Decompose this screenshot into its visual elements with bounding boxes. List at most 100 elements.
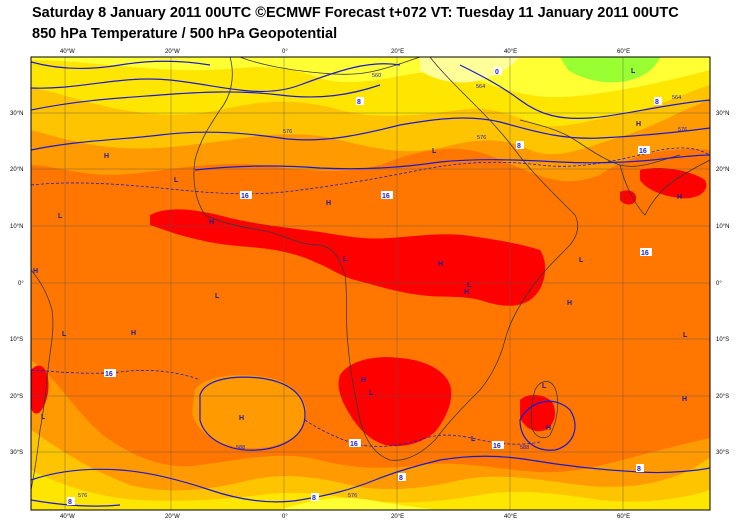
low-marker: L — [471, 436, 476, 443]
temp-label: 16 — [241, 193, 249, 200]
contour-570-south — [31, 499, 121, 507]
high-pressure-markers: H H H H H H H H H H H H H H — [33, 121, 687, 432]
temp-label: 8 — [312, 495, 316, 502]
south-america-coast — [31, 269, 54, 491]
geopotential-label: 588 — [520, 445, 529, 451]
lat-label: 0° — [716, 281, 722, 287]
low-marker: L — [579, 257, 584, 264]
mediterranean-coast — [239, 57, 421, 75]
temperature-labels: 0 8 8 16 16 16 16 16 16 16 8 8 8 8 8 — [67, 67, 662, 506]
high-marker: H — [131, 330, 136, 337]
lat-label: 20°S — [716, 394, 729, 400]
temperature-field — [31, 57, 710, 510]
temp-band-0-4 — [31, 57, 710, 98]
high-marker: H — [361, 377, 366, 384]
geopotential-label: 564 — [476, 84, 485, 90]
lon-label: 60°E — [617, 514, 630, 520]
high-marker: H — [636, 121, 641, 128]
low-marker: L — [41, 414, 46, 421]
longitude-labels-bottom: 40°W 20°W 0° 20°E 40°E 60°E — [60, 514, 630, 520]
temp-band-8-12-south — [31, 430, 710, 510]
temp-label: 16 — [639, 148, 647, 155]
geopotential-label: 576 — [283, 129, 292, 135]
geopotential-label: 576 — [78, 493, 87, 499]
lon-label: 0° — [282, 49, 288, 55]
low-marker: L — [683, 332, 688, 339]
high-marker: H — [438, 261, 443, 268]
low-marker: L — [62, 331, 67, 338]
temp-label: 16 — [493, 443, 501, 450]
temp-label: 8 — [68, 499, 72, 506]
lon-label: 40°E — [504, 514, 517, 520]
lat-label: 10°N — [10, 224, 23, 230]
low-marker: L — [432, 148, 437, 155]
lat-label: 0° — [18, 281, 24, 287]
geopotential-labels: 560 564 564 576 576 588 588 576 576 576 — [78, 73, 687, 499]
lon-label: 0° — [282, 514, 288, 520]
madagascar-coast — [530, 381, 559, 439]
lat-label: 10°S — [716, 337, 729, 343]
high-marker: H — [464, 289, 469, 296]
graticule — [31, 57, 710, 510]
high-marker: H — [326, 200, 331, 207]
high-marker: H — [239, 415, 244, 422]
temp-band-below-minus4 — [560, 57, 660, 83]
temp-label: 16 — [382, 193, 390, 200]
temp-label: 0 — [495, 69, 499, 76]
temp-label: 8 — [517, 143, 521, 150]
high-marker: H — [104, 153, 109, 160]
high-marker: H — [567, 300, 572, 307]
temp-core-india — [620, 190, 637, 205]
low-marker: L — [467, 282, 472, 289]
low-marker: L — [369, 390, 374, 397]
latitude-labels-right: 30°N 20°N 10°N 0° 10°S 20°S 30°S — [716, 111, 729, 456]
lon-label: 20°E — [391, 514, 404, 520]
geopotential-label: 560 — [372, 73, 381, 79]
contour-564-east — [459, 64, 710, 120]
contour-576-south — [31, 455, 710, 503]
longitude-labels-top: 40°W 20°W 0° 20°E 40°E 60°E — [60, 49, 630, 55]
lat-label: 20°N — [716, 167, 729, 173]
lat-label: 10°N — [716, 224, 729, 230]
temp-label: 8 — [637, 466, 641, 473]
lon-label: 20°E — [391, 49, 404, 55]
lon-label: 40°W — [60, 49, 75, 55]
geopotential-label: 576 — [477, 135, 486, 141]
red-sea-coast — [429, 57, 576, 216]
lat-label: 30°S — [10, 450, 23, 456]
geopotential-label: 588 — [236, 445, 245, 451]
africa-coastline — [193, 57, 579, 461]
geopotential-contours — [31, 60, 710, 507]
contour-552 — [31, 60, 211, 70]
low-marker: L — [343, 256, 348, 263]
temp-label: 16 — [105, 371, 113, 378]
lat-label: 30°N — [716, 111, 729, 117]
map-frame — [30, 56, 711, 511]
contour-560 — [31, 63, 401, 93]
temp-label: 8 — [357, 99, 361, 106]
chart-subtitle: 850 hPa Temperature / 500 hPa Geopotenti… — [32, 26, 338, 42]
high-marker: H — [546, 425, 551, 432]
temp-core-bay-of-bengal — [640, 168, 707, 199]
temp-label: 16 — [641, 250, 649, 257]
low-marker: L — [58, 213, 63, 220]
geopotential-label: 576 — [348, 493, 357, 499]
india-coast — [619, 159, 710, 216]
low-marker: L — [631, 68, 636, 75]
temp-band-12-16-south — [31, 360, 710, 510]
arabia-coast — [519, 119, 681, 167]
low-marker: L — [542, 383, 547, 390]
high-marker: H — [209, 219, 214, 226]
temp-label: 8 — [655, 99, 659, 106]
temp-core-central-africa — [150, 209, 546, 306]
high-marker: H — [677, 194, 682, 201]
temp-patch-atlantic-high — [192, 375, 306, 449]
high-marker: H — [682, 396, 687, 403]
lon-label: 20°W — [165, 514, 180, 520]
lat-label: 30°S — [716, 450, 729, 456]
lat-label: 10°S — [10, 337, 23, 343]
low-marker: L — [215, 293, 220, 300]
geopotential-label: 576 — [678, 127, 687, 133]
low-pressure-markers: L L L L L L L L L L L L L L — [41, 68, 688, 443]
